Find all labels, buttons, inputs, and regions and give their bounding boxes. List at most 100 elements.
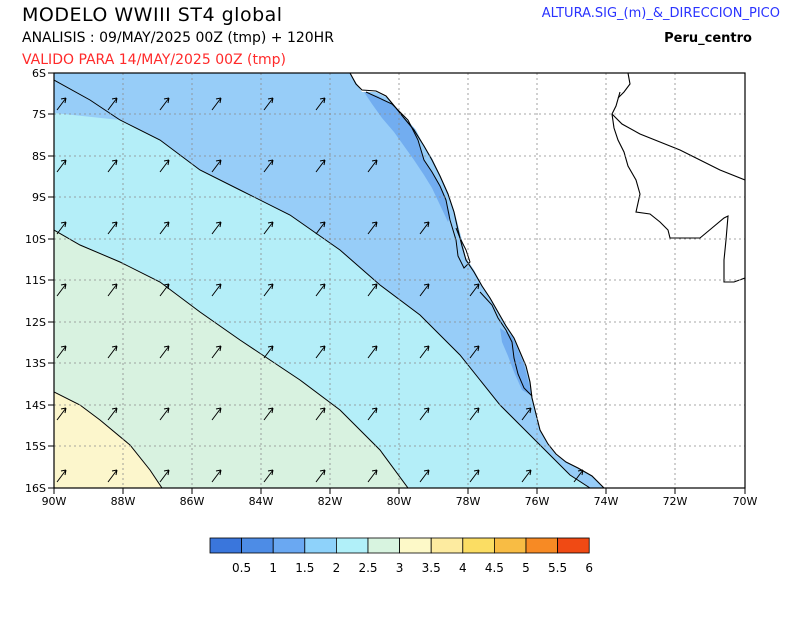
- direction-arrow: [419, 221, 430, 235]
- x-tick-label: 72W: [663, 495, 688, 508]
- direction-arrow: [315, 345, 326, 359]
- y-tick-label: 10S: [25, 233, 46, 246]
- legend-swatch: [241, 537, 274, 554]
- direction-arrow: [367, 283, 378, 297]
- legend-label: 6: [585, 561, 593, 575]
- direction-arrow: [263, 407, 274, 421]
- direction-arrow: [159, 469, 170, 483]
- direction-arrow: [521, 407, 532, 421]
- direction-arrow: [107, 469, 118, 483]
- direction-arrow: [159, 221, 170, 235]
- direction-arrow: [211, 407, 222, 421]
- legend-label: 2: [333, 561, 341, 575]
- direction-arrow: [315, 221, 326, 235]
- band-2-5-3: [54, 230, 408, 488]
- direction-arrow: [263, 283, 274, 297]
- direction-arrow: [469, 345, 480, 359]
- direction-arrow: [56, 97, 67, 111]
- direction-arrow: [211, 345, 222, 359]
- analysis-time: ANALISIS : 09/MAY/2025 00Z (tmp) + 120HR: [22, 30, 334, 46]
- direction-arrow: [56, 469, 67, 483]
- direction-arrow: [469, 407, 480, 421]
- direction-arrow: [56, 221, 67, 235]
- direction-arrow: [367, 469, 378, 483]
- direction-arrow: [469, 283, 480, 297]
- legend-swatch: [493, 537, 527, 554]
- x-tick-label: 80W: [387, 495, 412, 508]
- legend-swatch: [304, 537, 337, 554]
- contour-lines: [54, 79, 591, 488]
- direction-arrow: [56, 345, 67, 359]
- direction-arrow: [56, 283, 67, 297]
- direction-arrow: [159, 407, 170, 421]
- direction-arrow: [211, 469, 222, 483]
- x-tick-label: 84W: [249, 495, 274, 508]
- direction-arrow: [315, 159, 326, 173]
- band-1-1-5-south: [500, 328, 532, 396]
- x-tick-label: 70W: [733, 495, 758, 508]
- y-tick-label: 7S: [32, 108, 46, 121]
- direction-arrow: [573, 469, 584, 483]
- y-tick-label: 11S: [25, 274, 46, 287]
- legend-swatch: [367, 537, 401, 554]
- x-tick-label: 76W: [525, 495, 550, 508]
- legend-swatch: [399, 537, 432, 554]
- direction-arrow: [315, 469, 326, 483]
- y-tick-label: 15S: [25, 440, 46, 453]
- direction-arrow: [263, 159, 274, 173]
- direction-arrow: [521, 469, 532, 483]
- legend-swatch: [335, 537, 369, 554]
- variable-label: ALTURA.SIG_(m)_&_DIRECCION_PICO: [541, 6, 780, 21]
- direction-arrow: [211, 283, 222, 297]
- legend-label: 2.5: [358, 561, 377, 575]
- legend-label: 4.5: [485, 561, 504, 575]
- legend-swatch: [209, 537, 243, 554]
- y-tick-label: 12S: [25, 316, 46, 329]
- direction-arrow: [367, 345, 378, 359]
- legend-label: 1.5: [295, 561, 314, 575]
- direction-arrow: [159, 159, 170, 173]
- direction-arrow: [263, 221, 274, 235]
- legend-label: 5: [522, 561, 530, 575]
- x-tick-label: 74W: [594, 495, 619, 508]
- direction-arrow: [107, 283, 118, 297]
- map-field: [54, 73, 745, 488]
- direction-arrow: [107, 159, 118, 173]
- x-tick-label: 82W: [318, 495, 343, 508]
- direction-arrow: [211, 97, 222, 111]
- legend-swatch: [557, 537, 590, 554]
- x-tick-label: 90W: [42, 495, 67, 508]
- legend-swatch: [272, 537, 306, 554]
- direction-arrow: [107, 407, 118, 421]
- direction-arrow: [263, 97, 274, 111]
- legend-label: 1: [269, 561, 277, 575]
- direction-arrow: [419, 407, 430, 421]
- direction-arrow: [107, 345, 118, 359]
- direction-arrow: [211, 221, 222, 235]
- legend-swatch: [430, 537, 464, 554]
- direction-arrow: [56, 159, 67, 173]
- model-title: MODELO WWIII ST4 global: [22, 4, 283, 26]
- direction-arrow: [107, 221, 118, 235]
- direction-arrow: [107, 97, 118, 111]
- direction-arrow: [469, 469, 480, 483]
- legend-label: 4: [459, 561, 467, 575]
- region-label: Peru_centro: [664, 31, 752, 46]
- direction-arrow: [263, 345, 274, 359]
- direction-arrow: [419, 283, 430, 297]
- grid-lines: [54, 73, 745, 488]
- wave-direction-arrows: [56, 97, 584, 483]
- legend-swatch: [525, 537, 559, 554]
- direction-arrow: [367, 159, 378, 173]
- legend-label: 5.5: [548, 561, 567, 575]
- direction-arrow: [159, 97, 170, 111]
- direction-arrow: [315, 97, 326, 111]
- y-tick-label: 8S: [32, 150, 46, 163]
- direction-arrow: [419, 469, 430, 483]
- legend-label: 3.5: [422, 561, 441, 575]
- x-tick-label: 88W: [111, 495, 136, 508]
- y-tick-label: 14S: [25, 399, 46, 412]
- y-tick-label: 16S: [25, 482, 46, 495]
- legend-label: 3: [396, 561, 404, 575]
